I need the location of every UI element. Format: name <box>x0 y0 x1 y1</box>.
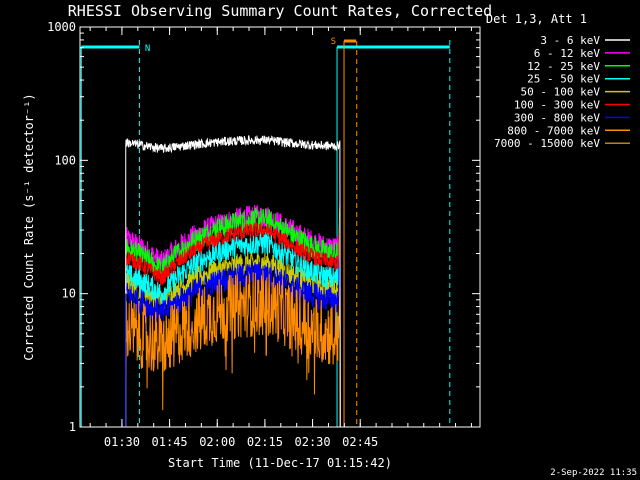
plot-frame <box>79 26 481 428</box>
timestamp: 2-Sep-2022 11:35 <box>550 468 637 478</box>
x-tick-label: 01:30 <box>104 435 140 449</box>
y-axis-label: Corrected Count Rate (s⁻¹ detector⁻¹) <box>22 93 36 360</box>
x-tick-label: 01:45 <box>152 435 188 449</box>
legend-label: 3 - 6 keV <box>540 34 600 47</box>
legend-label: 25 - 50 keV <box>527 73 600 86</box>
y-axis: 1 10 100 1000 <box>47 20 480 434</box>
y-tick-label: 1 <box>69 420 76 434</box>
legend-label: 12 - 25 keV <box>527 60 600 73</box>
x-tick-label: 02:15 <box>247 435 283 449</box>
legend-label: 800 - 7000 keV <box>507 124 600 137</box>
x-axis: 01:30 01:45 02:00 02:15 02:30 02:45 <box>89 27 472 449</box>
legend-label: 100 - 300 keV <box>514 99 600 112</box>
legend-label: 300 - 800 keV <box>514 111 600 124</box>
x-tick-label: 02:30 <box>295 435 331 449</box>
legend-label: 50 - 100 keV <box>521 86 601 99</box>
series-line-3 <box>125 231 341 428</box>
y-tick-label: 100 <box>54 153 76 167</box>
x-tick-label: 02:00 <box>199 435 235 449</box>
plot-marks: NS <box>80 37 451 428</box>
series-line-5 <box>125 217 341 428</box>
x-tick-label: 02:45 <box>342 435 378 449</box>
legend-label: 7000 - 15000 keV <box>494 137 600 150</box>
chart-title: RHESSI Observing Summary Count Rates, Co… <box>68 2 492 20</box>
annotation-n: N <box>145 44 150 54</box>
annotation-s: S <box>331 37 336 47</box>
x-axis-label: Start Time (11-Dec-17 01:15:42) <box>168 456 392 470</box>
series-line-7 <box>125 270 341 428</box>
legend-label: 6 - 12 keV <box>534 47 601 60</box>
series-line-6 <box>125 254 341 428</box>
y-tick-label: 10 <box>62 287 76 301</box>
y-tick-label: 1000 <box>47 20 76 34</box>
legend-header: Det 1,3, Att 1 <box>486 12 587 26</box>
series-line-2 <box>125 207 341 428</box>
series-line-0 <box>125 135 341 428</box>
